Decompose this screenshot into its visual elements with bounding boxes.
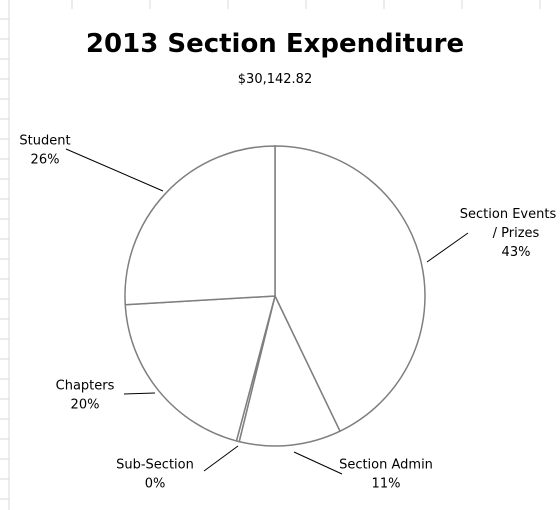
- leader-line: [293, 451, 343, 475]
- data-labels: Section Events / Prizes 43% Section Admin 11…: [19, 134, 556, 492]
- pie-slices: [124, 145, 426, 447]
- slice-category-label: Sub-Section: [116, 458, 194, 473]
- leader-line: [65, 148, 164, 192]
- leader-line: [123, 392, 156, 395]
- leader-line: [426, 232, 469, 263]
- chart-title: 2013 Section Expenditure: [86, 29, 464, 59]
- slice-category-label: Chapters: [56, 379, 115, 394]
- slice-percent-label: 20%: [71, 398, 100, 413]
- leader-line: [203, 445, 239, 472]
- slice-percent-label: 11%: [372, 477, 401, 492]
- slice-category-label: Section Events: [460, 207, 557, 222]
- spreadsheet-gridlines: [0, 0, 541, 510]
- slice-percent-label: 26%: [31, 153, 60, 168]
- slice-category-label: / Prizes: [493, 226, 540, 241]
- chart-subtitle: $30,142.82: [238, 72, 312, 87]
- pie-slice-student: [124, 145, 276, 306]
- leader-lines: [65, 148, 469, 475]
- slice-percent-label: 0%: [145, 477, 166, 492]
- pie-slice-chapters: [124, 295, 276, 442]
- pie-slice-section-admin: [238, 293, 341, 447]
- slice-percent-label: 43%: [502, 245, 531, 260]
- slice-category-label: Section Admin: [339, 458, 433, 473]
- pie-slice-section-events-prizes: [274, 145, 426, 433]
- slice-category-label: Student: [19, 134, 70, 149]
